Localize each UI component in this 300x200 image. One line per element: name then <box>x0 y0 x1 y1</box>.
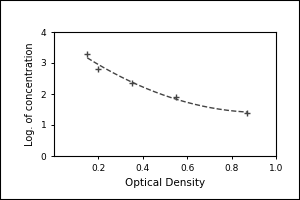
Y-axis label: Log. of concentration: Log. of concentration <box>25 42 35 146</box>
X-axis label: Optical Density: Optical Density <box>125 178 205 188</box>
